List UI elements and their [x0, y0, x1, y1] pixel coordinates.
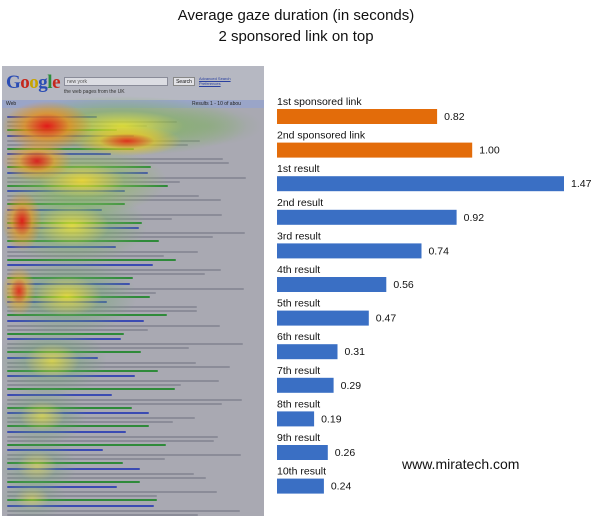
- result-line: [7, 495, 157, 497]
- category-label: 5th result: [277, 298, 320, 310]
- gaze-blob: [2, 476, 67, 516]
- result-line: [7, 402, 222, 405]
- result-line: [7, 480, 140, 483]
- value-label: 0.56: [393, 279, 414, 291]
- bar: [277, 445, 328, 460]
- category-label: 9th result: [277, 432, 320, 444]
- result-line: [7, 439, 214, 442]
- result-line: [7, 458, 165, 460]
- heatmap-search-input: new york: [64, 77, 168, 86]
- category-label: 4th result: [277, 264, 320, 276]
- result-line: [7, 499, 157, 501]
- value-label: 0.82: [444, 111, 465, 123]
- result-line: [7, 365, 230, 368]
- gaze-blob: [2, 191, 42, 251]
- value-label: 0.92: [464, 212, 485, 224]
- heatmap-search-header: Google new york Search Advanced Search Pr…: [2, 66, 264, 100]
- category-label: 8th result: [277, 398, 320, 410]
- bar: [277, 243, 422, 259]
- gaze-blob: [2, 266, 36, 316]
- bar: [277, 277, 387, 292]
- result-line: [7, 504, 154, 507]
- chart-subtitle: 2 sponsored link on top: [218, 28, 374, 45]
- result-line: [7, 417, 195, 419]
- category-label: 1st sponsored link: [277, 96, 362, 108]
- result-line: [7, 454, 241, 456]
- heatmap-advanced-link: Advanced Search Preferences: [199, 76, 231, 86]
- bar: [277, 478, 324, 494]
- result-line: [7, 476, 206, 479]
- bar: [277, 377, 334, 393]
- category-label: 3rd result: [277, 230, 321, 242]
- bar: [277, 176, 564, 192]
- result-line: [7, 398, 242, 401]
- result-line: [7, 472, 194, 475]
- chart-title: Average gaze duration (in seconds): [177, 7, 415, 24]
- bar: [277, 209, 457, 225]
- heatmap-screenshot: Google new york Search Advanced Search Pr…: [2, 66, 264, 516]
- result-line: [7, 343, 243, 345]
- watermark: www.miratech.com: [402, 456, 520, 472]
- result-line: [7, 384, 181, 386]
- bar: [277, 310, 369, 326]
- gaze-blob: [152, 106, 262, 146]
- google-logo: Google: [6, 72, 60, 93]
- value-label: 0.24: [331, 481, 352, 493]
- bar: [277, 411, 315, 427]
- value-label: 1.47: [571, 178, 592, 190]
- value-label: 0.26: [335, 447, 356, 459]
- result-line: [7, 380, 219, 382]
- category-label: 6th result: [277, 331, 320, 343]
- value-label: 0.74: [428, 245, 449, 257]
- gaze-blob: [2, 326, 107, 396]
- result-line: [7, 513, 198, 516]
- category-label: 10th result: [277, 466, 326, 478]
- bar: [277, 344, 338, 360]
- result-line: [7, 388, 175, 390]
- result-line: [7, 509, 240, 512]
- category-label: 2nd sponsored link: [277, 130, 366, 142]
- category-label: 1st result: [277, 163, 320, 175]
- heatmap-search-button: Search: [173, 77, 195, 86]
- heatmap-radio-options: the web pages from the UK: [64, 89, 125, 95]
- category-label: 2nd result: [277, 197, 323, 209]
- category-label: 7th result: [277, 365, 320, 377]
- result-line: [7, 421, 173, 423]
- value-label: 0.47: [376, 313, 397, 325]
- value-label: 0.19: [321, 413, 342, 425]
- result-line: [7, 435, 218, 438]
- gaze-blob: [2, 141, 72, 181]
- bar: [277, 142, 473, 158]
- result-line: [7, 491, 217, 493]
- value-label: 0.31: [345, 346, 366, 358]
- value-label: 0.29: [341, 380, 362, 392]
- bar: [277, 109, 438, 124]
- result-line: [7, 443, 166, 446]
- value-label: 1.00: [479, 145, 500, 157]
